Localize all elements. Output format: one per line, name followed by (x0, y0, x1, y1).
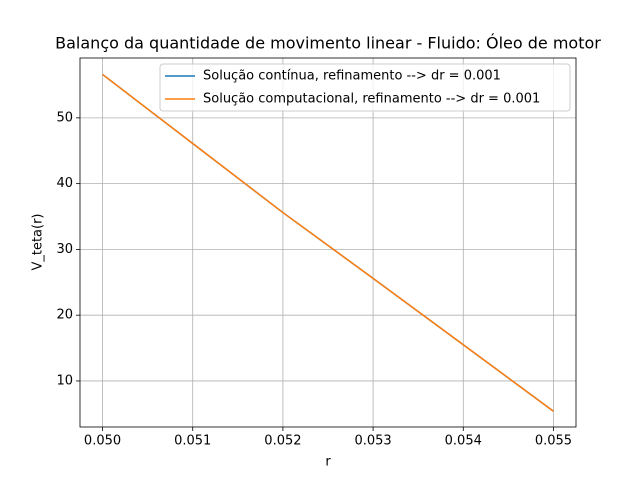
legend-label: Solução computacional, refinamento --> d… (203, 92, 540, 107)
y-tick-label: 10 (56, 373, 73, 388)
y-tick-label: 20 (56, 308, 73, 323)
y-tick-label: 40 (56, 176, 73, 191)
chart-title: Balanço da quantidade de movimento linea… (55, 34, 601, 53)
y-tick-label: 30 (56, 242, 73, 257)
x-tick-label: 0.055 (535, 434, 572, 449)
y-tick-label: 50 (56, 110, 73, 125)
x-tick-label: 0.052 (264, 434, 301, 449)
legend-label: Solução contínua, refinamento --> dr = 0… (203, 69, 501, 84)
plot-frame (79, 57, 577, 428)
legend-box (159, 63, 571, 112)
x-tick-label: 0.050 (84, 434, 121, 449)
y-axis-label: V_teta(r) (31, 213, 46, 270)
x-axis-label: r (325, 455, 331, 470)
x-tick-label: 0.053 (354, 434, 391, 449)
x-tick-label: 0.051 (174, 434, 211, 449)
x-tick-label: 0.054 (445, 434, 482, 449)
data-line (102, 73, 554, 412)
